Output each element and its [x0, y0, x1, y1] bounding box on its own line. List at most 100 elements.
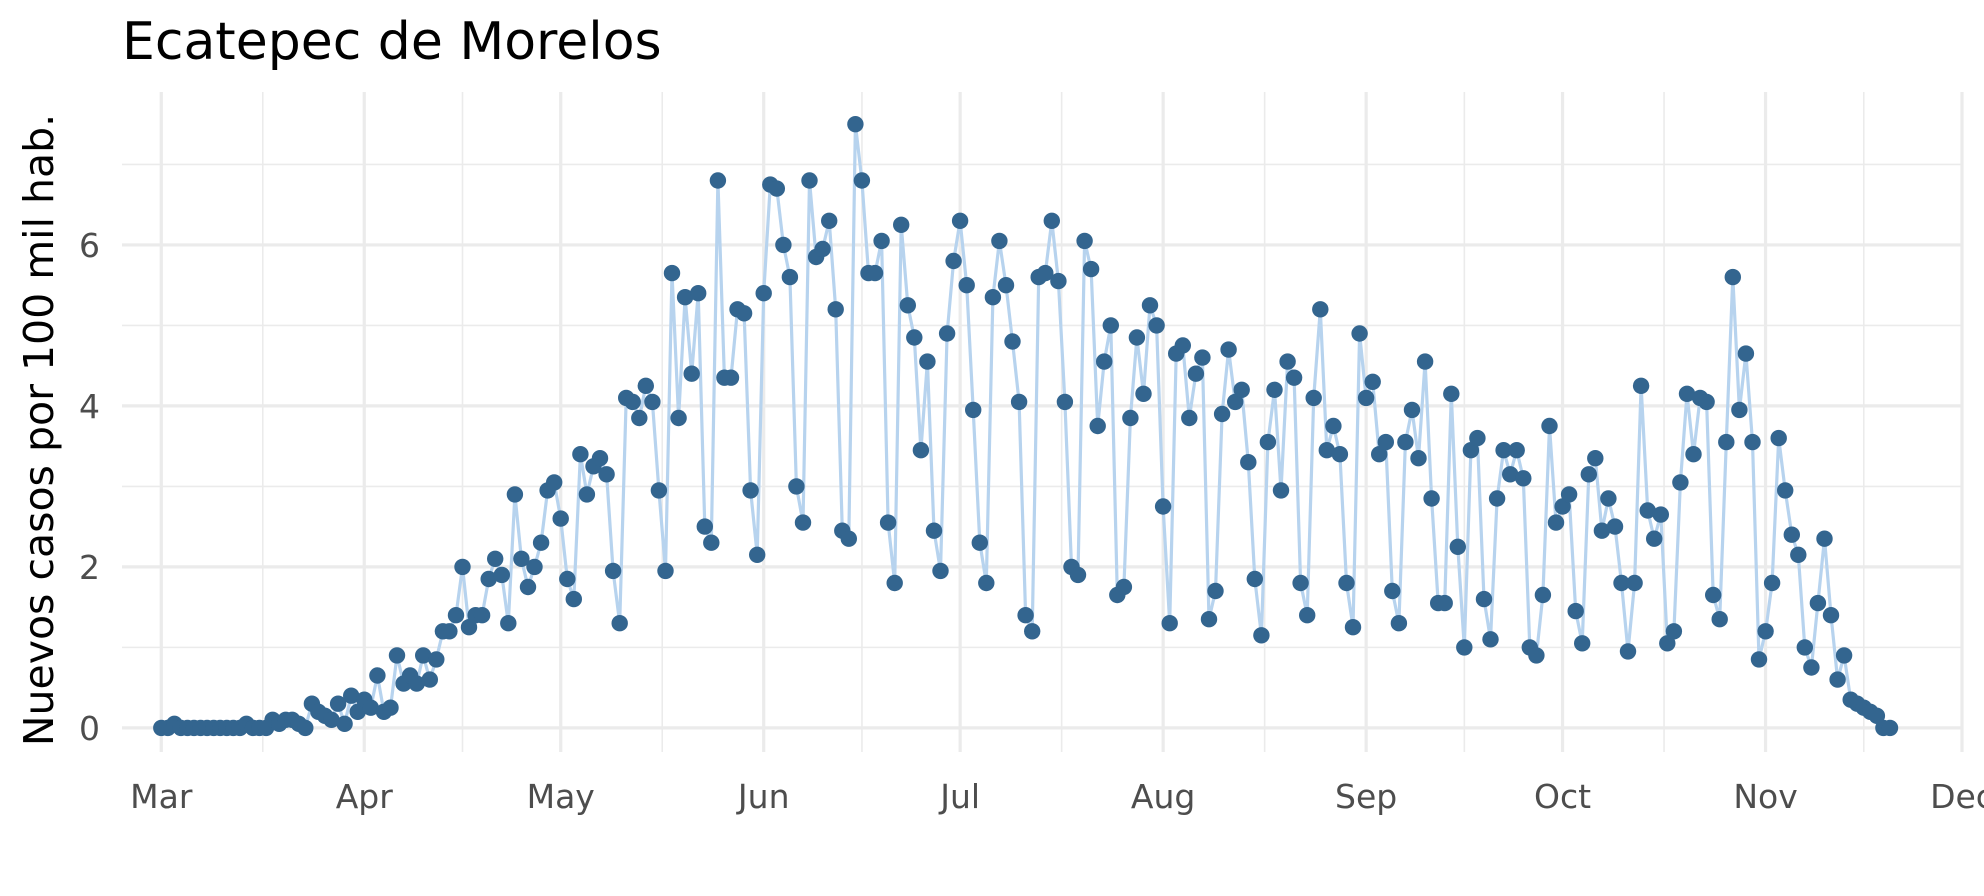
data-point: [1128, 329, 1146, 346]
data-point: [971, 534, 988, 551]
x-tick-label: Sep: [1335, 777, 1397, 816]
data-point: [965, 401, 982, 419]
data-point: [1737, 345, 1755, 362]
data-point: [1587, 450, 1604, 467]
data-point: [447, 607, 465, 624]
data-point: [1763, 574, 1781, 592]
data-point: [1299, 607, 1316, 624]
data-point: [1495, 442, 1512, 459]
data-point: [1266, 381, 1283, 398]
data-point: [1822, 607, 1840, 624]
data-point: [1652, 506, 1670, 523]
data-point: [775, 236, 792, 254]
data-point: [1397, 433, 1414, 451]
data-point: [1796, 639, 1814, 656]
data-point: [1626, 574, 1643, 592]
data-point: [604, 562, 622, 580]
data-point: [703, 534, 720, 551]
data-point: [670, 409, 687, 427]
data-point: [919, 353, 936, 370]
data-point: [1010, 393, 1028, 411]
data-point: [1646, 530, 1663, 547]
data-point: [886, 574, 903, 592]
data-point: [1580, 466, 1598, 483]
data-point: [487, 550, 504, 567]
data-point: [559, 570, 576, 588]
x-tick-label: Mar: [130, 777, 193, 816]
data-point: [637, 377, 654, 394]
x-tick-label: Oct: [1534, 777, 1591, 816]
data-point: [814, 240, 831, 258]
data-point: [1135, 385, 1152, 402]
series-line: [161, 122, 1890, 730]
data-point: [1082, 260, 1100, 278]
data-point: [676, 289, 694, 306]
data-point: [1711, 611, 1728, 628]
data-point: [1534, 586, 1552, 604]
data-point: [1351, 325, 1368, 342]
data-point: [781, 268, 799, 286]
data-point: [1312, 301, 1329, 318]
x-tick-label: Jun: [736, 777, 790, 816]
data-point: [1560, 486, 1578, 503]
data-point: [519, 578, 537, 596]
x-tick-label: Dec: [1930, 777, 1984, 816]
data-point: [624, 393, 641, 411]
data-point: [1685, 446, 1702, 463]
data-point: [1240, 454, 1257, 471]
data-point: [1528, 647, 1545, 664]
data-point: [1122, 409, 1139, 427]
data-point: [1574, 635, 1591, 652]
y-tick-label: 2: [79, 548, 100, 587]
y-axis-title: Nuevos casos por 100 mil hab.: [15, 114, 63, 746]
data-point: [690, 285, 707, 302]
data-point: [1606, 518, 1624, 535]
data-point: [709, 172, 727, 189]
data-point: [552, 510, 569, 527]
data-point: [1037, 264, 1054, 282]
data-point: [1390, 615, 1408, 632]
data-point: [1305, 389, 1322, 407]
data-point: [1482, 631, 1499, 648]
data-point: [1443, 385, 1460, 402]
data-point: [1416, 353, 1434, 370]
data-point: [1220, 341, 1237, 358]
data-point: [644, 393, 661, 411]
data-point: [1187, 365, 1205, 382]
data-point: [879, 514, 897, 531]
data-point: [1619, 643, 1637, 660]
data-point: [840, 530, 857, 547]
data-point: [1659, 635, 1676, 652]
data-point: [388, 647, 406, 664]
data-point: [362, 699, 379, 716]
data-point: [1056, 393, 1074, 411]
data-point: [1462, 442, 1480, 459]
y-tick-label: 4: [79, 387, 100, 426]
data-point: [546, 474, 563, 491]
data-point: [1227, 393, 1244, 411]
data-point: [480, 570, 497, 588]
data-point: [978, 574, 995, 592]
data-point: [1233, 381, 1250, 398]
data-point: [1371, 446, 1388, 463]
data-point: [473, 607, 491, 624]
grid-lines: [122, 92, 1964, 752]
x-axis-tick-labels: Mar Apr May Jun Jul Aug Sep Oct Nov Dec: [130, 777, 1984, 816]
data-point: [611, 615, 628, 632]
data-point: [1403, 401, 1421, 419]
data-point: [1724, 268, 1742, 286]
data-point: [532, 534, 550, 551]
data-point: [1731, 401, 1748, 419]
data-point: [598, 466, 615, 483]
data-point: [454, 558, 471, 576]
data-point: [349, 703, 366, 720]
data-point: [526, 558, 543, 576]
data-point: [997, 277, 1015, 294]
data-point: [1050, 272, 1067, 290]
data-point: [1744, 433, 1761, 451]
data-point: [1456, 639, 1473, 656]
data-point: [1436, 594, 1453, 612]
data-point: [1829, 671, 1846, 688]
data-point: [1515, 470, 1532, 487]
